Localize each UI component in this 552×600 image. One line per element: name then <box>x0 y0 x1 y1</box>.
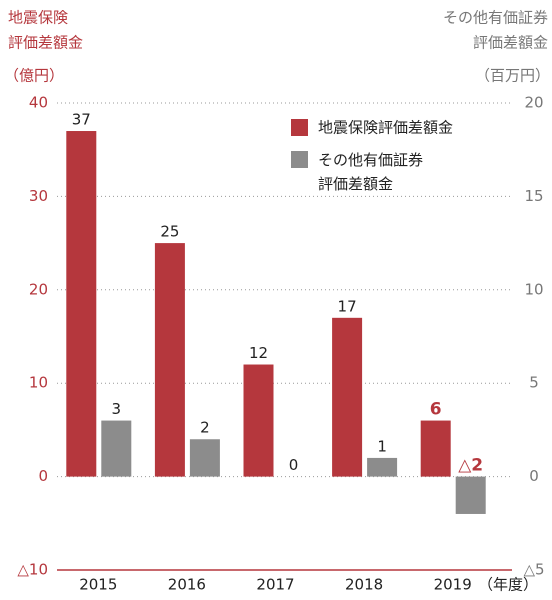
y2-tick-label: 20 <box>524 94 543 112</box>
bar <box>367 457 398 477</box>
y2-axis-unit: （百万円） <box>475 67 550 85</box>
data-label: △2 <box>458 456 483 476</box>
y2-axis-label: 評価差額金 <box>473 34 548 52</box>
data-label: 0 <box>289 456 299 474</box>
y-tick-label: 40 <box>29 94 48 112</box>
legend-label: その他有価証券評価差額金 <box>318 151 423 193</box>
y-tick-label: △10 <box>17 561 48 579</box>
data-label: 17 <box>338 297 357 315</box>
y2-tick-label: 5 <box>529 374 539 392</box>
bar <box>243 364 274 477</box>
x-tick-label: 2016 <box>168 576 206 594</box>
y-tick-label: 10 <box>29 374 48 392</box>
y-tick-label: 0 <box>38 467 48 485</box>
y2-tick-label: 0 <box>529 467 539 485</box>
legend-swatch <box>291 151 308 168</box>
data-label: 25 <box>160 223 179 241</box>
data-label: 3 <box>112 400 122 418</box>
x-tick-label: 2019 <box>434 576 472 594</box>
bar <box>66 131 97 477</box>
y-axis-unit: （億円） <box>4 67 64 85</box>
data-label: 6 <box>430 400 442 420</box>
data-label: 2 <box>200 419 210 437</box>
y2-tick-label: 15 <box>524 187 543 205</box>
data-label: 1 <box>377 437 387 455</box>
y-axis-label: 評価差額金 <box>8 34 83 52</box>
bar <box>332 317 363 477</box>
legend-label: 地震保険評価差額金 <box>318 119 453 137</box>
bar <box>154 243 185 477</box>
bar <box>455 476 486 514</box>
data-label: 12 <box>249 344 268 362</box>
y-axis-label: 地震保険 <box>8 9 68 27</box>
x-tick-label: 2017 <box>256 576 294 594</box>
y-tick-label: 30 <box>29 187 48 205</box>
y2-tick-label: 10 <box>524 280 543 298</box>
data-label: 37 <box>72 111 91 129</box>
bar <box>101 420 132 477</box>
x-tick-label: 2015 <box>79 576 117 594</box>
x-axis-unit: （年度） <box>478 576 538 594</box>
y-tick-label: 20 <box>29 280 48 298</box>
bar <box>420 420 451 477</box>
legend-swatch <box>291 119 308 136</box>
y2-axis-label: その他有価証券 <box>443 9 548 27</box>
x-tick-label: 2018 <box>345 576 383 594</box>
y2-tick-label: △5 <box>523 561 544 579</box>
bar <box>189 439 220 477</box>
